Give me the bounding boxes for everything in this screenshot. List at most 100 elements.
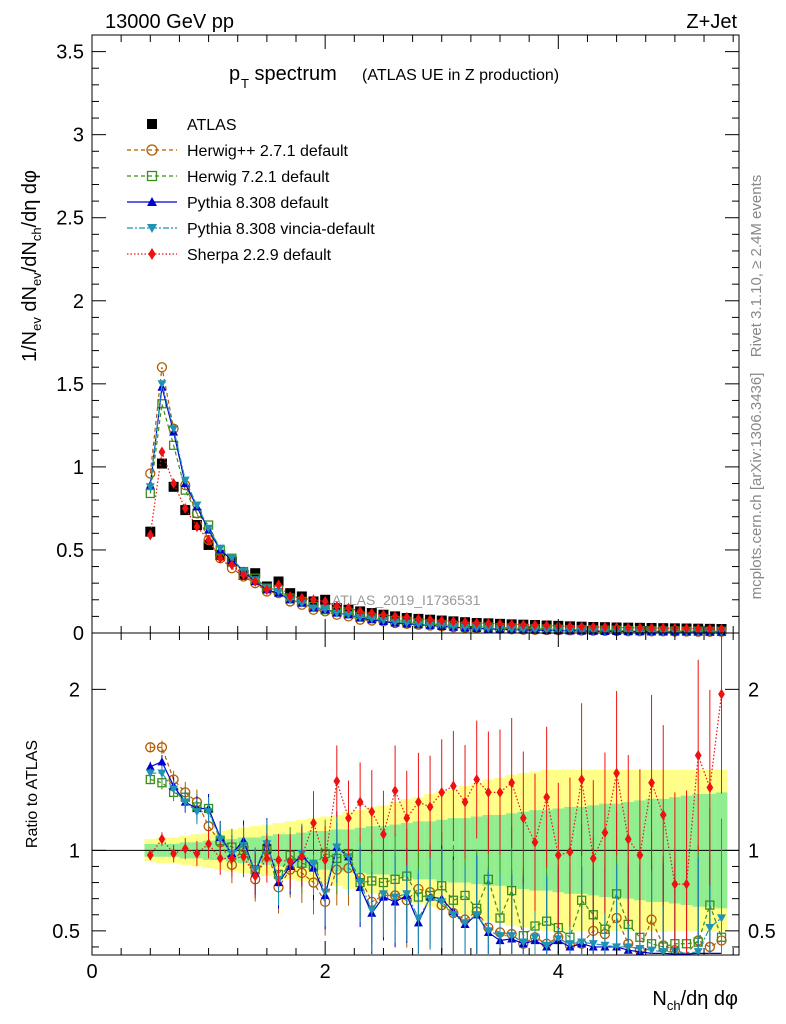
main-data-point (310, 594, 317, 606)
main-data-point (426, 614, 434, 626)
ratio-data-point (693, 948, 703, 957)
main-data-point (402, 619, 412, 628)
ratio-data-point (659, 809, 667, 821)
xtick-label: 4 (553, 961, 564, 983)
main-data-point (343, 611, 353, 620)
legend-label: Pythia 8.308 vincia-default (187, 221, 375, 238)
main-data-point (473, 617, 481, 629)
legend-item: Pythia 8.308 vincia-default (127, 221, 375, 238)
ratio-data-point (216, 853, 224, 864)
legend-label: ATLAS (187, 117, 237, 134)
ratio-data-point (145, 762, 155, 771)
main-data-point (356, 606, 364, 617)
ratio-data-point (553, 935, 563, 944)
svg-text:1/Nev dNev/dNch/dη dφ: 1/Nev dNev/dNch/dη dφ (19, 170, 44, 362)
side-mcplots-text: mcplots.cern.ch [arXiv:1306.3436] (748, 373, 765, 600)
main-ytick-label: 3.5 (56, 42, 84, 64)
main-data-point (636, 622, 644, 634)
legend-label: Sherpa 2.2.9 default (187, 247, 332, 264)
main-data-point (483, 624, 493, 634)
main-data-point (169, 425, 179, 434)
ratio-ylabel: Ratio to ATLAS (24, 740, 41, 848)
legend-item: Herwig 7.2.1 default (127, 169, 330, 186)
ratio-data-point (355, 878, 365, 888)
main-data-point (578, 621, 585, 633)
ratio-data-point (251, 870, 259, 882)
main-data-point (403, 611, 411, 623)
ratio-data-point (180, 798, 190, 807)
main-data-point (263, 584, 271, 596)
legend-marker (146, 144, 158, 156)
ratio-data-point (368, 806, 376, 818)
main-data-point (648, 622, 655, 634)
ratio-data-point (472, 911, 482, 920)
ratio-data-point (495, 932, 505, 941)
ratio-data-point (145, 769, 155, 778)
main-data-point (215, 544, 225, 553)
xlabel: Nch/dη dφ (652, 988, 738, 1013)
main-data-point (228, 559, 236, 571)
main-data-point (181, 503, 189, 514)
main-data-point (345, 602, 352, 614)
ratio-data-point (228, 853, 236, 864)
main-data-point (204, 524, 214, 533)
ratio-data-point (623, 943, 633, 952)
main-data-point (718, 623, 725, 635)
ratio-data-point (577, 938, 587, 947)
main-data-point (157, 380, 167, 389)
ratio-data-point (518, 938, 528, 947)
ratio-data-point (507, 932, 517, 941)
main-data-point (566, 620, 574, 632)
ratio-data-point (460, 919, 470, 928)
legend-label: Herwig++ 2.7.1 default (187, 143, 349, 160)
main-data-point (496, 618, 504, 630)
main-data-point (368, 607, 376, 619)
ratio-data-point (145, 742, 156, 753)
main-ytick-label: 0 (73, 623, 84, 645)
ratio-data-point (402, 890, 412, 899)
ratio-data-point (415, 796, 422, 808)
ratio-ytick-label-right: 0.5 (748, 921, 776, 943)
ratio-data-point (705, 924, 715, 933)
ratio-data-point (156, 742, 168, 753)
title-rest: spectrum (249, 63, 337, 85)
ratio-data-point (275, 854, 282, 866)
main-ytick-label: 2.5 (56, 208, 84, 230)
xtick-labels: 0 2 4 (86, 961, 563, 983)
ratio-frame (91, 632, 740, 956)
main-data-point (333, 601, 341, 612)
ratio-ytick-label-left: 1 (69, 840, 80, 862)
main-ytick-label: 3 (73, 125, 84, 147)
main-data-point (168, 440, 179, 450)
side-rivet-text: Rivet 3.1.10, ≥ 2.4M events (748, 175, 765, 358)
ratio-data-point (310, 817, 317, 829)
main-data-point (390, 618, 400, 627)
ratio-data-point (694, 749, 702, 761)
ratio-data-point (321, 854, 329, 866)
ratio-data-point (612, 943, 622, 952)
main-data-point (413, 620, 423, 629)
main-data-point (158, 446, 166, 458)
main-data-point (321, 596, 329, 607)
ratio-data-point (648, 777, 655, 789)
main-data-point (460, 624, 470, 633)
ratio-data-point (706, 782, 714, 793)
ratio-data-point (484, 786, 492, 798)
main-data-point (297, 599, 307, 608)
main-data-point (391, 610, 399, 622)
legend-marker (148, 248, 156, 260)
main-data-point (275, 579, 282, 591)
plot-title: p T spectrum (ATLAS UE in Z production) (229, 63, 559, 91)
main-data-point (250, 568, 261, 579)
ratio-data-point (437, 898, 447, 907)
main-data-point (683, 623, 690, 634)
main-ytick-label: 2 (73, 291, 84, 313)
main-data-point (320, 606, 330, 615)
main-data-point (378, 616, 388, 626)
analysis-watermark: ATLAS_2019_I1736531 (332, 592, 481, 608)
ratio-data-point (345, 812, 352, 824)
ratio-data-point (566, 846, 574, 858)
main-data-point (518, 626, 528, 635)
legend-marker (147, 224, 157, 233)
